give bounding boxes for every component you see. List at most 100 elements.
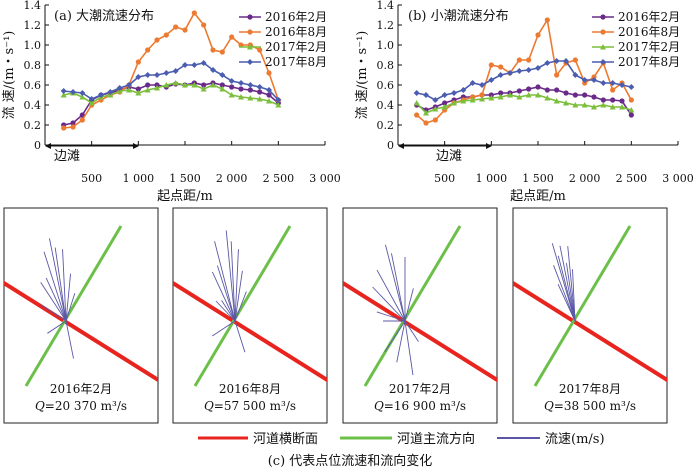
cross-section-line <box>343 280 497 383</box>
vector-panel-date: 2017年2月 <box>389 382 451 396</box>
chart-a-ytick-label: 0.6 <box>24 79 42 92</box>
chart-a-point <box>116 85 123 91</box>
chart-a-bank-arrowhead-right <box>133 143 139 149</box>
chart-a-point <box>238 86 244 92</box>
chart-b-point <box>460 98 467 104</box>
chart-b-ytick-label: 1.4 <box>377 0 395 12</box>
velocity-ray <box>372 286 406 322</box>
cross-section-line <box>4 280 158 383</box>
chart-b-point <box>451 90 457 96</box>
chart-a-point <box>182 82 188 88</box>
chart-b-point <box>553 98 560 104</box>
chart-b-xtick-label: 3 000 <box>662 172 694 185</box>
velocity-ray <box>221 300 236 322</box>
cross-section-line <box>173 280 327 383</box>
velocity-ray <box>47 320 67 334</box>
chart-b-point <box>488 77 495 83</box>
chart-b-legend-label: 2016年2月 <box>618 10 680 24</box>
vector-panel-frame <box>172 207 328 424</box>
chart-a-point <box>126 87 132 93</box>
chart-a-ytick-label: 1.0 <box>24 39 42 52</box>
velocity-ray <box>234 320 246 353</box>
chart-b-ytick-label: 0 <box>387 139 394 152</box>
chart-a-point <box>70 124 76 130</box>
legend-label-main-flow: 河道主流方向 <box>397 431 475 447</box>
chart-a-legend-marker <box>247 29 253 35</box>
vector-panel-2: 2017年2月 Q=16 900 m³/s <box>342 207 498 424</box>
chart-a-point <box>88 96 95 102</box>
legend-label-velocity: 流速(m/s) <box>545 432 605 447</box>
chart-a-point <box>60 88 67 94</box>
chart-b-series-line-1 <box>416 17 633 124</box>
main-flow-line <box>193 225 292 387</box>
chart-a-point <box>182 62 188 68</box>
chart-b-point <box>414 112 420 118</box>
chart-b-point <box>498 90 504 96</box>
chart-b-point <box>572 57 578 63</box>
chart-b-point <box>525 92 532 98</box>
velocity-ray <box>404 320 419 342</box>
chart-a-point <box>266 70 272 76</box>
chart-b-ytick-label: 0.6 <box>377 79 395 92</box>
chart-b-point <box>479 92 485 98</box>
chart-b-point <box>600 97 606 103</box>
chart-a-xtick-label: 1 500 <box>169 172 201 185</box>
chart-a-ytick-label: 1.2 <box>24 19 42 32</box>
chart-b-point <box>413 100 420 106</box>
velocity-ray <box>212 320 236 337</box>
chart-a-point <box>172 80 179 86</box>
chart-b-xtick-label: 500 <box>434 172 455 185</box>
chart-b-point <box>535 84 541 90</box>
chart-a-bank-label: 边滩 <box>54 149 80 164</box>
chart-a-point <box>275 97 282 103</box>
cross-section-line <box>513 280 667 383</box>
chart-b-point <box>619 82 625 88</box>
velocity-ray <box>43 251 67 322</box>
velocity-ray <box>214 241 236 322</box>
chart-a-point <box>266 98 272 104</box>
chart-a-point <box>70 89 76 95</box>
chart-b-point <box>628 97 634 103</box>
chart-a-series-line-3 <box>63 62 279 101</box>
chart-a-point <box>228 92 235 98</box>
chart-b-point <box>498 64 504 70</box>
chart-a-point <box>266 87 272 93</box>
velocity-ray <box>230 241 236 322</box>
chart-a-frame: (a) 大潮流速分布 起点距/m 流 速/(m・s⁻¹) 边滩 <box>2 5 325 204</box>
velocity-ray <box>54 247 67 322</box>
chart-a-point <box>200 60 207 66</box>
chart-a-point <box>79 117 85 123</box>
chart-b-point <box>563 90 569 96</box>
chart-b-legend-label: 2017年2月 <box>618 40 680 54</box>
chart-b-point <box>544 17 550 23</box>
chart-b-point <box>600 102 607 108</box>
chart-b-point <box>609 80 616 86</box>
chart-b-point <box>554 72 560 78</box>
chart-b-point <box>582 92 588 98</box>
chart-b-point <box>572 72 579 78</box>
vector-panel-discharge: Q=20 370 m³/s <box>35 399 127 413</box>
chart-a-bank-arrowhead-left <box>45 143 51 149</box>
chart-b-point <box>544 95 551 101</box>
chart-a-point <box>154 37 160 43</box>
vector-panel-frame <box>342 207 498 424</box>
chart-b-point <box>442 100 448 106</box>
chart-a-point <box>210 67 216 73</box>
chart-b-ytick-label: 0.2 <box>377 119 395 132</box>
chart-b-point <box>535 32 541 38</box>
main-flow-line <box>533 225 632 387</box>
chart-a-xtick-label: 2 000 <box>216 172 248 185</box>
chart-b-point <box>488 95 495 101</box>
velocity-ray <box>385 244 406 322</box>
chart-b-point <box>507 70 513 76</box>
chart-a-series-line-0 <box>63 82 279 126</box>
chart-a-xtick-label: 2 500 <box>263 172 295 185</box>
chart-b-legend-label: 2017年8月 <box>618 55 680 69</box>
chart-a-point <box>60 92 67 98</box>
chart-b-point <box>535 92 541 98</box>
velocity-ray <box>40 304 67 322</box>
chart-b-point <box>497 94 504 100</box>
vector-panel-discharge: Q=38 500 m³/s <box>544 399 636 413</box>
chart-a-point <box>163 82 170 88</box>
chart-b-point <box>591 104 597 110</box>
